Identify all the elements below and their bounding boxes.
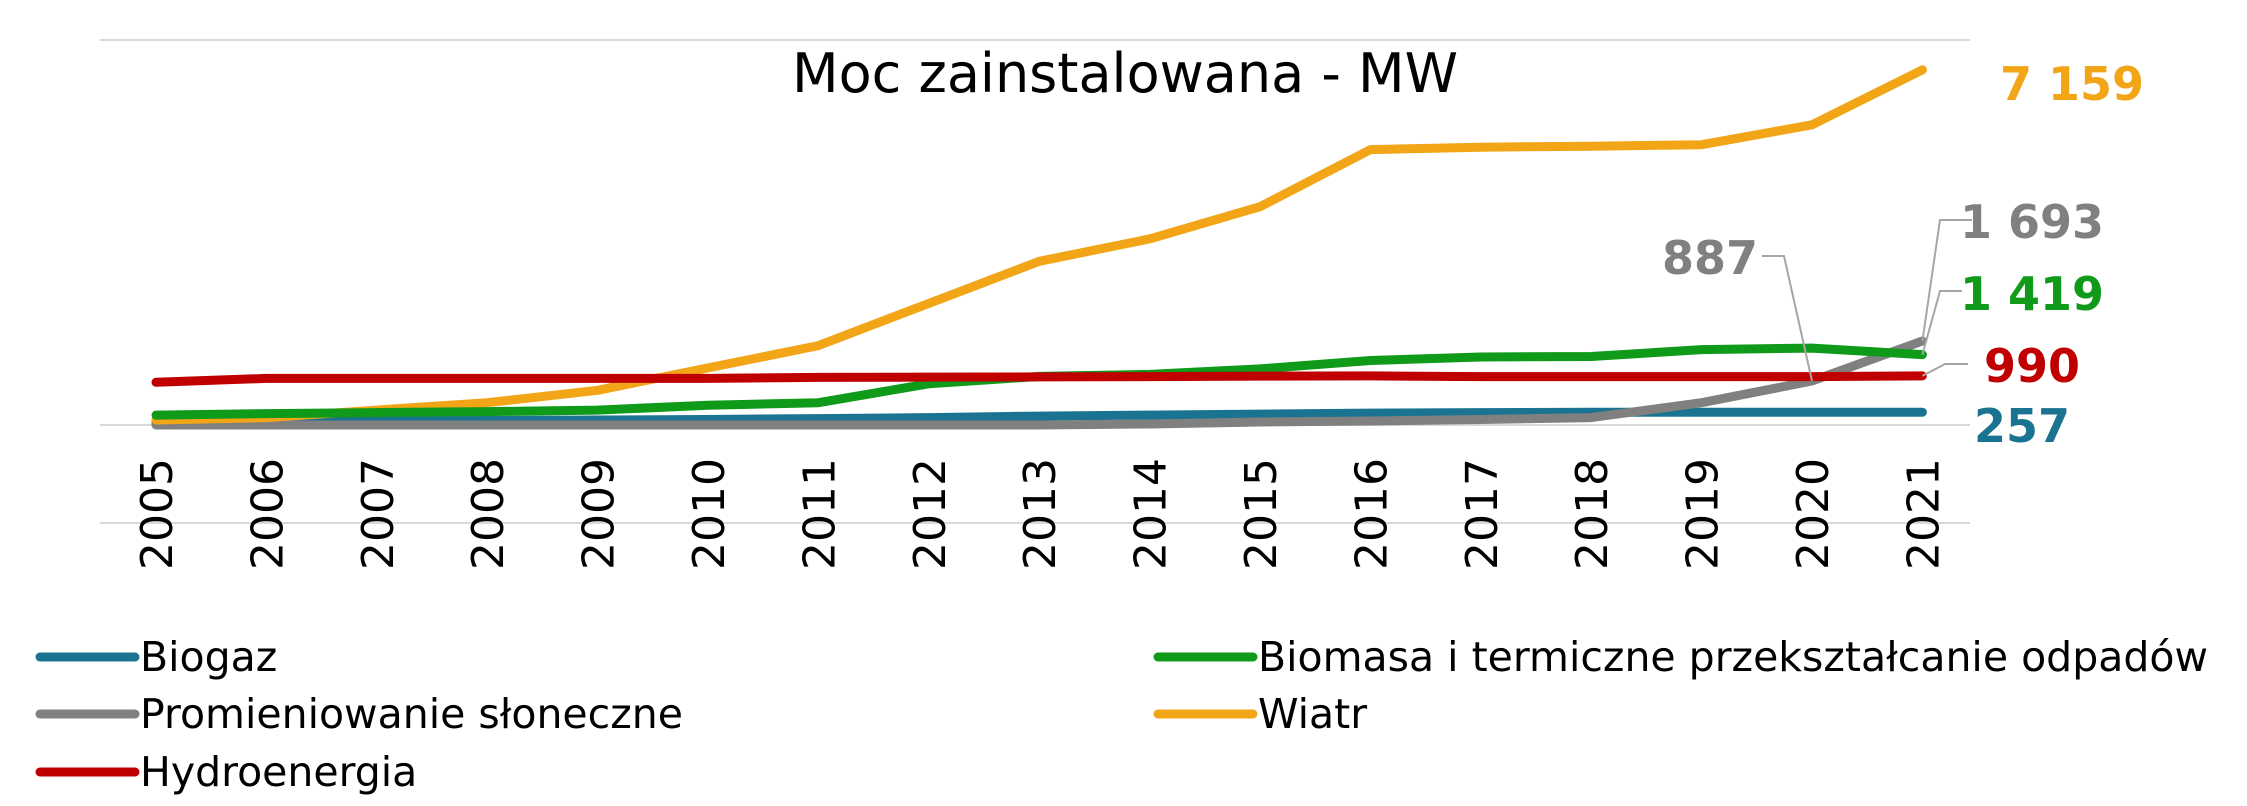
- x-tick-label: 2011: [794, 458, 845, 570]
- legend-label: Biogaz: [140, 633, 277, 681]
- legend-label: Promieniowanie słoneczne: [140, 690, 683, 738]
- x-tick-label: 2018: [1567, 458, 1618, 570]
- leader-line: [1921, 363, 1968, 377]
- x-tick-label: 2020: [1788, 458, 1839, 570]
- legend-item-biomasa-i-termiczne-przeksztalcanie-odpadow: Biomasa i termiczne przekształcanie odpa…: [1153, 633, 2208, 681]
- x-tick-label: 2007: [353, 458, 404, 570]
- x-tick-label: 2006: [242, 458, 293, 570]
- series-line-hydroenergia: [151, 371, 1927, 387]
- series-lines: [151, 65, 1927, 430]
- x-tick-label: 2009: [574, 458, 625, 570]
- legend-label: Biomasa i termiczne przekształcanie odpa…: [1258, 633, 2208, 681]
- legend: Biogaz Biomasa i termiczne przekształcani…: [35, 633, 2208, 796]
- series-line-promieniowanie-sloneczne: [151, 336, 1927, 430]
- x-tick-label: 2019: [1678, 458, 1729, 570]
- x-axis-ticks: 2005 2006 2007 2008 2009 2010 2011 2012 2013 2014…: [132, 458, 1949, 570]
- x-tick-label: 2021: [1898, 458, 1949, 570]
- x-tick-label: 2013: [1015, 458, 1066, 570]
- data-label-wiatr: 7 159: [2000, 57, 2144, 111]
- x-tick-label: 2014: [1126, 458, 1177, 570]
- x-tick-label: 2010: [684, 458, 735, 570]
- chart-title: Moc zainstalowana - MW: [792, 42, 1458, 105]
- x-tick-label: 2015: [1236, 458, 1287, 570]
- data-label-biogaz: 257: [1974, 399, 2070, 453]
- data-label-biomasa-i-termiczne-przeksztalcanie-odpadow: 1 419: [1960, 267, 2104, 321]
- data-label-promieniowanie-sloneczne: 1 693: [1960, 195, 2104, 249]
- leader-line: [1921, 219, 1972, 342]
- legend-label: Hydroenergia: [140, 748, 417, 796]
- data-label-hydroenergia: 990: [1984, 339, 2080, 393]
- x-tick-label: 2012: [905, 458, 956, 570]
- legend-item-promieniowanie-sloneczne: Promieniowanie słoneczne: [35, 690, 683, 738]
- x-tick-label: 2016: [1346, 458, 1397, 570]
- series-line-wiatr: [151, 65, 1927, 425]
- x-tick-label: 2017: [1457, 458, 1508, 570]
- leader-line: [1921, 290, 1962, 355]
- data-label-promieniowanie-sloneczne: 887: [1662, 231, 1758, 285]
- legend-label: Wiatr: [1258, 690, 1367, 738]
- x-tick-label: 2008: [463, 458, 514, 570]
- leader-line: [1762, 255, 1813, 382]
- legend-item-hydroenergia: Hydroenergia: [35, 748, 417, 796]
- x-tick-label: 2005: [132, 458, 183, 570]
- legend-item-biogaz: Biogaz: [35, 633, 277, 681]
- legend-item-wiatr: Wiatr: [1153, 690, 1367, 738]
- data-labels: 7 159 1 693 887 1 419 990 257: [1662, 57, 2144, 453]
